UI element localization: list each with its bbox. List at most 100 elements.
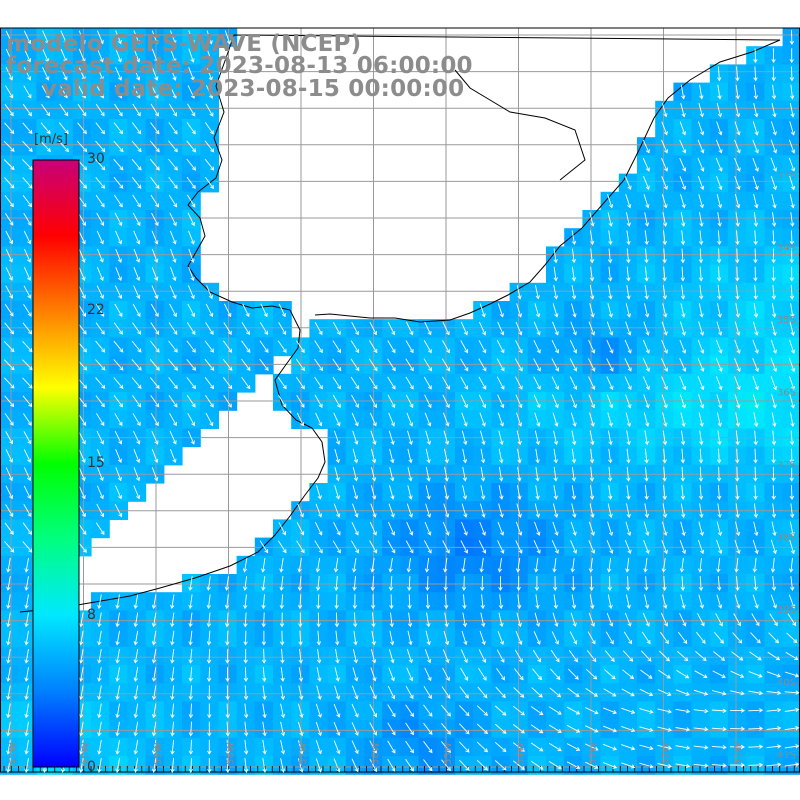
wind-arrowhead — [516, 586, 521, 591]
wind-arrow — [423, 704, 433, 717]
wind-arrowhead — [612, 710, 618, 715]
wind-arrow — [734, 321, 740, 336]
wind-arrow — [590, 466, 593, 481]
wind-arrow — [41, 85, 50, 99]
wind-arrow — [78, 30, 86, 44]
wind-arrowhead — [155, 166, 160, 171]
wind-arrow — [639, 688, 653, 696]
wind-arrow — [388, 430, 394, 445]
wind-arrow — [23, 212, 32, 226]
wind-arrowhead — [645, 422, 650, 427]
wind-arrowhead — [535, 295, 540, 300]
wind-arrow — [716, 321, 722, 336]
wind-arrowhead — [590, 531, 595, 537]
wind-arrow — [278, 322, 286, 335]
wind-arrow — [697, 175, 704, 190]
wind-arrow — [533, 631, 541, 645]
wind-arrowhead — [27, 421, 32, 426]
lat-label: 39S — [777, 605, 796, 616]
wind-arrowhead — [208, 40, 213, 45]
wind-arrowhead — [246, 348, 251, 353]
wind-arrow — [95, 122, 105, 134]
wind-arrow — [296, 340, 305, 353]
wind-arrow — [297, 703, 303, 718]
wind-arrow — [425, 630, 430, 645]
wind-arrow — [95, 522, 105, 535]
wind-arrowhead — [443, 586, 448, 591]
wind-arrow — [569, 631, 577, 645]
wind-arrow — [405, 376, 414, 390]
wind-arrow — [626, 284, 630, 299]
wind-arrowhead — [209, 94, 214, 99]
wind-arrowhead — [790, 185, 796, 191]
wind-arrow — [387, 740, 396, 754]
wind-arrow — [190, 758, 192, 773]
wind-arrowhead — [298, 677, 304, 682]
wind-arrow — [589, 212, 594, 227]
wind-arrow — [588, 394, 595, 408]
wind-arrow — [499, 557, 502, 572]
wind-arrowhead — [753, 295, 758, 300]
wind-arrow — [789, 394, 795, 409]
wind-arrowhead — [644, 440, 649, 446]
wind-arrowhead — [575, 728, 581, 733]
wind-arrowhead — [337, 348, 341, 354]
wind-arrow — [150, 322, 159, 335]
wind-arrow — [186, 122, 196, 135]
wind-arrow — [116, 685, 120, 700]
wind-arrowhead — [539, 711, 544, 715]
wind-arrowhead — [685, 745, 691, 750]
wind-arrow — [787, 613, 796, 626]
wind-arrow — [98, 630, 102, 645]
wind-arrow — [718, 248, 720, 263]
wind-arrow — [586, 668, 597, 680]
wind-arrow — [23, 504, 32, 517]
wind-arrowhead — [319, 366, 323, 372]
wind-arrowhead — [464, 385, 469, 390]
wind-arrow — [734, 157, 741, 172]
wind-arrowhead — [9, 221, 14, 226]
wind-arrow — [351, 740, 359, 754]
wind-arrowhead — [243, 604, 248, 610]
wind-arrow — [770, 594, 777, 609]
wind-arrow — [7, 721, 11, 736]
wind-arrowhead — [662, 586, 667, 591]
wind-arrow — [699, 576, 702, 591]
wind-arrow — [299, 648, 302, 663]
wind-arrowhead — [282, 385, 287, 390]
wind-arrowhead — [700, 622, 705, 627]
wind-arrow — [40, 122, 51, 134]
wind-arrowhead — [279, 604, 284, 610]
wind-arrowhead — [318, 403, 323, 408]
wind-arrowhead — [207, 768, 212, 773]
wind-arrowhead — [154, 476, 159, 482]
wind-arrow — [699, 248, 702, 263]
wind-arrow — [590, 248, 593, 263]
wind-arrow — [681, 466, 684, 481]
wind-arrowhead — [572, 404, 577, 409]
wind-arrow — [95, 140, 106, 152]
wind-arrowhead — [718, 131, 723, 136]
wind-arrow — [461, 412, 467, 427]
wind-arrowhead — [9, 512, 14, 518]
wind-arrow — [425, 430, 431, 445]
wind-arrowhead — [680, 586, 685, 591]
wind-arrowhead — [680, 477, 685, 482]
wind-arrowhead — [42, 768, 47, 773]
wind-arrowhead — [154, 58, 159, 63]
wind-arrowhead — [78, 732, 84, 737]
wind-arrowhead — [155, 148, 160, 153]
wind-arrowhead — [717, 441, 722, 446]
wind-arrowhead — [81, 512, 86, 518]
wind-arrow — [553, 448, 557, 463]
wind-arrowhead — [190, 294, 195, 300]
wind-arrow — [693, 709, 708, 712]
wind-arrow — [280, 740, 285, 754]
wind-arrow — [604, 669, 616, 680]
wind-arrow — [42, 67, 49, 80]
wind-arrow — [734, 339, 740, 354]
wind-arrow — [5, 230, 13, 244]
wind-arrow — [588, 612, 595, 627]
wind-arrow — [717, 84, 721, 99]
